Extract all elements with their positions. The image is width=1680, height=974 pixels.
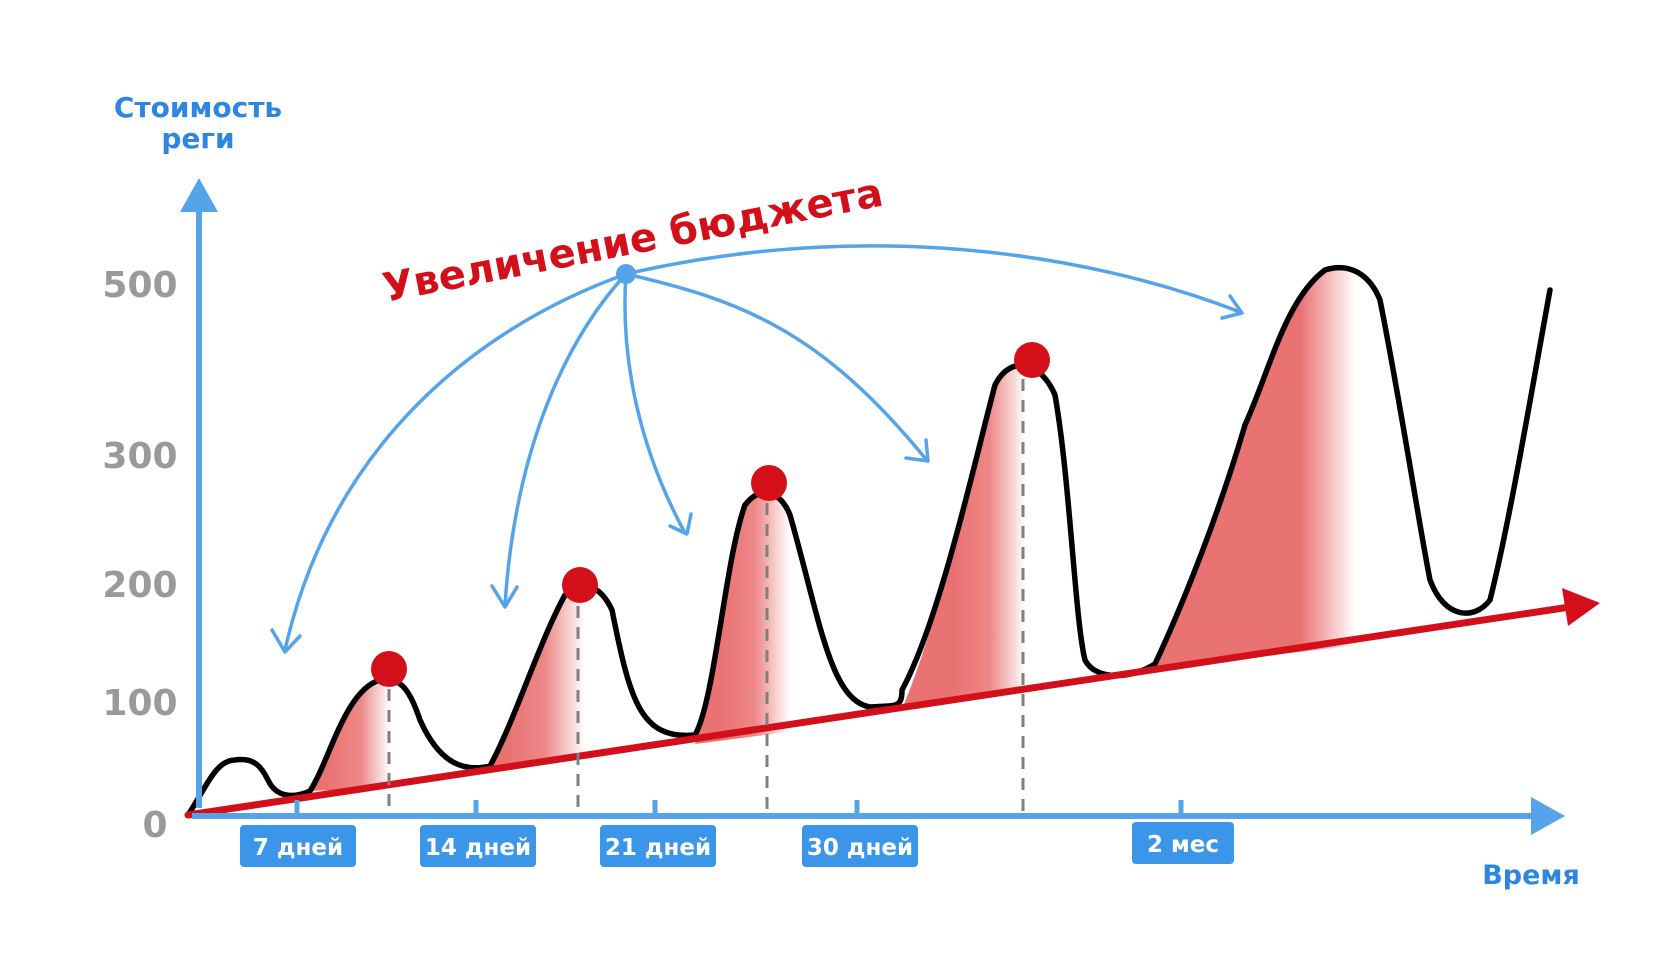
cost-curve bbox=[185, 264, 1553, 818]
svg-text:30 дней: 30 дней bbox=[807, 835, 913, 861]
svg-text:21 дней: 21 дней bbox=[605, 835, 711, 861]
shaded-area-4 bbox=[902, 365, 1080, 709]
x-axis-arrowhead bbox=[1531, 797, 1565, 835]
arrow-to-21-days bbox=[623, 272, 687, 535]
peak-dot-4 bbox=[1014, 342, 1050, 378]
time-chips: 7 дней 14 дней 21 дней 30 дней 2 мес bbox=[240, 822, 1234, 867]
budget-increase-headline: Увеличение бюджета bbox=[379, 170, 887, 312]
dashed-guides bbox=[387, 358, 1025, 812]
y-tick-200: 200 bbox=[102, 565, 177, 606]
shaded-area-1 bbox=[310, 679, 440, 791]
trend-arrowhead bbox=[1562, 588, 1600, 626]
arrow-to-7-days bbox=[283, 272, 628, 652]
y-tick-100: 100 bbox=[102, 683, 177, 724]
chip-30-days: 30 дней bbox=[802, 825, 918, 867]
shaded-area-5 bbox=[1155, 267, 1400, 669]
axes bbox=[180, 178, 1565, 835]
svg-text:7 дней: 7 дней bbox=[253, 835, 343, 861]
y-tick-0: 0 bbox=[142, 805, 167, 846]
arrow-to-2-months bbox=[624, 244, 1242, 314]
svg-text:14 дней: 14 дней bbox=[425, 835, 531, 861]
trend-line bbox=[184, 588, 1600, 819]
y-axis-arrowhead bbox=[180, 178, 218, 212]
x-axis-title: Время bbox=[1482, 860, 1580, 891]
peak-dot-3 bbox=[751, 465, 787, 501]
peak-dot-2 bbox=[562, 567, 598, 603]
shaded-area-3 bbox=[695, 492, 820, 744]
chip-21-days: 21 дней bbox=[600, 825, 716, 867]
chip-2-months: 2 мес bbox=[1132, 822, 1234, 864]
y-tick-500: 500 bbox=[102, 265, 177, 306]
shaded-areas bbox=[310, 267, 1400, 791]
shaded-area-2 bbox=[490, 586, 640, 766]
y-axis-title-line2: реги bbox=[161, 122, 234, 155]
chip-7-days: 7 дней bbox=[240, 825, 356, 867]
peak-markers bbox=[371, 342, 1050, 687]
y-tick-300: 300 bbox=[102, 436, 177, 477]
arrow-to-30-days bbox=[624, 272, 927, 460]
x-axis-ticks bbox=[294, 800, 1184, 816]
peak-dot-1 bbox=[371, 651, 407, 687]
svg-text:2 мес: 2 мес bbox=[1147, 832, 1219, 858]
arrow-to-14-days bbox=[503, 272, 628, 607]
chip-14-days: 14 дней bbox=[420, 825, 536, 867]
y-axis-title-line1: Стоимость bbox=[114, 91, 282, 124]
budget-arrows bbox=[270, 244, 1244, 654]
